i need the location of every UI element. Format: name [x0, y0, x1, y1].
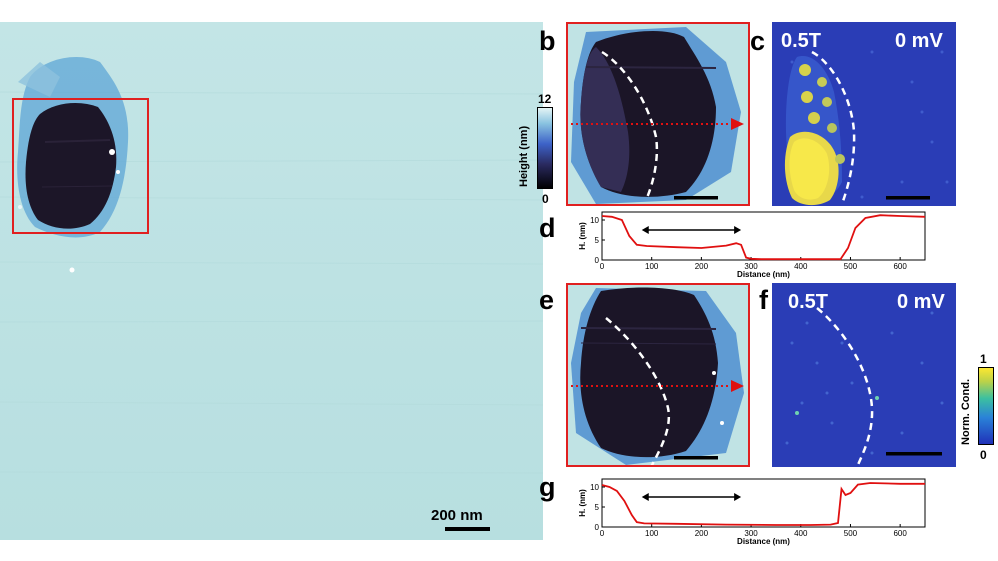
x-tick-label: 0	[600, 262, 605, 271]
panel-g-height-profile: 0 100 200 300 400 500 600 0 5 10 Distance (nm) H. (…	[578, 478, 926, 546]
height-colorbar	[537, 107, 553, 189]
panel-a-scale-label: 200 nm	[431, 507, 483, 524]
x-axis-label: Distance (nm)	[737, 270, 790, 279]
y-tick-label: 0	[595, 523, 600, 532]
x-tick-label: 500	[844, 529, 858, 538]
panel-b-topography	[566, 22, 750, 206]
x-tick-label: 0	[600, 529, 605, 538]
height-profile-line	[601, 214, 926, 261]
panel-c-field-label: 0.5T	[781, 30, 822, 52]
panel-f-conductance-map	[772, 283, 956, 468]
panel-e-topography	[566, 283, 750, 468]
panel-b-letter: b	[539, 26, 556, 56]
cond-colorbar-title: Norm. Cond.	[960, 379, 972, 445]
plot-frame	[601, 478, 926, 528]
panel-a-zoom-box	[12, 98, 149, 234]
x-tick-label: 600	[893, 529, 907, 538]
panel-f-boundary	[816, 307, 874, 468]
cond-colorbar	[978, 367, 994, 445]
y-tick-label: 5	[595, 503, 600, 512]
flake-hole	[25, 102, 117, 229]
x-tick-label: 300	[744, 262, 758, 271]
double-arrow-right-head	[734, 226, 742, 234]
height-profile-line	[601, 482, 925, 526]
panel-c-letter: c	[750, 26, 766, 56]
double-arrow-left-head	[641, 226, 649, 234]
y-tick-label: 10	[590, 216, 599, 225]
y-axis-label: H. (nm)	[578, 222, 587, 250]
height-colorbar-min: 0	[542, 192, 549, 206]
x-tick-label: 200	[695, 529, 709, 538]
panel-f-bias-label: 0 mV	[897, 291, 945, 313]
x-tick-label: 600	[893, 262, 907, 271]
panel-d-letter: d	[539, 213, 556, 243]
y-tick-label: 0	[595, 256, 600, 265]
panel-e-letter: e	[539, 285, 555, 315]
cond-colorbar-max: 1	[980, 352, 987, 366]
height-colorbar-max: 12	[538, 92, 552, 106]
panel-e-boundary	[605, 317, 671, 468]
y-tick-label: 10	[590, 483, 599, 492]
panel-a-topography	[0, 22, 544, 540]
panel-f-field-label: 0.5T	[788, 291, 829, 313]
x-axis-label: Distance (nm)	[737, 537, 790, 546]
panel-c-boundary	[811, 50, 856, 205]
panel-c-conductance-map	[772, 22, 956, 206]
panel-b-boundary	[601, 50, 659, 201]
x-tick-label: 100	[645, 529, 659, 538]
plot-frame	[601, 211, 926, 261]
y-tick-label: 5	[595, 236, 600, 245]
x-tick-label: 500	[844, 262, 858, 271]
x-tick-label: 200	[695, 262, 709, 271]
double-arrow-left-head	[641, 493, 649, 501]
panel-a-scale-bar	[445, 527, 490, 531]
cond-colorbar-min: 0	[980, 448, 987, 462]
panel-g-letter: g	[539, 472, 556, 502]
height-colorbar-title: Height (nm)	[518, 125, 530, 187]
panel-f-letter: f	[759, 285, 768, 315]
x-tick-label: 300	[744, 529, 758, 538]
x-tick-label: 100	[645, 262, 659, 271]
y-axis-label: H. (nm)	[578, 489, 587, 517]
panel-d-height-profile: 0 100 200 300 400 500 600 0 5 10 Distance (nm) H. (…	[578, 211, 926, 279]
x-tick-label: 400	[794, 529, 808, 538]
panel-c-bias-label: 0 mV	[895, 30, 943, 52]
double-arrow-right-head	[734, 493, 742, 501]
x-tick-label: 400	[794, 262, 808, 271]
